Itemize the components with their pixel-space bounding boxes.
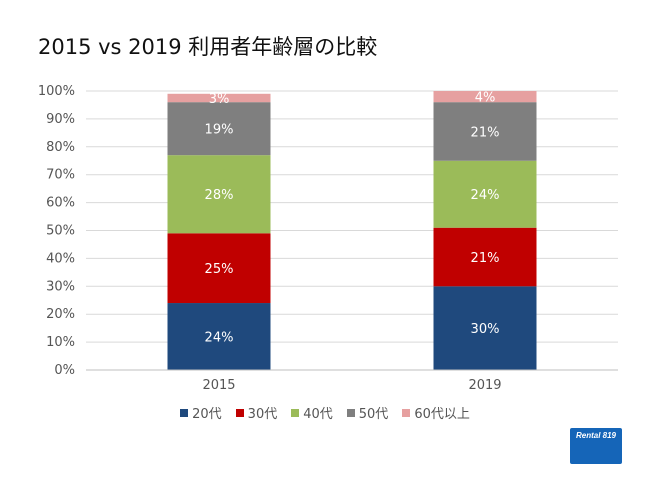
y-tick-label: 10% bbox=[46, 335, 75, 350]
y-tick-label: 20% bbox=[46, 307, 75, 322]
bar-segment bbox=[433, 227, 537, 287]
legend-item: 40代 bbox=[291, 403, 333, 422]
legend-swatch bbox=[235, 408, 244, 417]
y-tick-label: 40% bbox=[46, 251, 75, 266]
bar-segment bbox=[167, 93, 271, 103]
bar-segment bbox=[433, 91, 537, 103]
data-label: 28% bbox=[205, 188, 234, 203]
data-label: 19% bbox=[205, 123, 234, 138]
data-label: 4% bbox=[475, 91, 496, 106]
legend-item: 20代 bbox=[180, 403, 222, 422]
data-label: 21% bbox=[471, 125, 500, 140]
y-tick-label: 100% bbox=[38, 84, 75, 99]
bar-segment bbox=[167, 303, 271, 370]
bar-segment bbox=[167, 102, 271, 156]
bars bbox=[167, 91, 537, 370]
bar-segment bbox=[433, 286, 537, 370]
data-labels: 24% 25% 28% 19% 3% 30% 21% 24% 21% 4% bbox=[205, 91, 500, 346]
brand-logo-text: Rental 819 bbox=[575, 431, 617, 440]
data-label: 24% bbox=[471, 188, 500, 203]
y-tick-label: 30% bbox=[46, 279, 75, 294]
y-tick-label: 90% bbox=[46, 112, 75, 127]
data-label: 24% bbox=[205, 331, 234, 346]
gridlines bbox=[86, 90, 618, 371]
data-label: 25% bbox=[205, 262, 234, 277]
data-label: 30% bbox=[471, 322, 500, 337]
legend-swatch bbox=[291, 408, 300, 417]
legend-swatch bbox=[402, 408, 411, 417]
legend-label: 60代以上 bbox=[414, 407, 470, 422]
y-tick-label: 70% bbox=[46, 168, 75, 183]
axes: 0% 10% 20% 30% 40% 50% 60% 70% 80% 90% 100% 2015 201… bbox=[38, 84, 618, 393]
bar-segment bbox=[167, 155, 271, 234]
legend-label: 50代 bbox=[358, 407, 389, 422]
legend-swatch bbox=[180, 408, 189, 417]
x-category-label: 2019 bbox=[468, 378, 501, 393]
y-tick-label: 80% bbox=[46, 140, 75, 155]
legend: 20代 30代 40代 50代 60代以上 bbox=[0, 403, 650, 422]
brand-logo: Rental 819 bbox=[570, 428, 622, 464]
y-tick-label: 60% bbox=[46, 196, 75, 211]
legend-swatch bbox=[346, 408, 355, 417]
legend-item: 50代 bbox=[346, 403, 389, 422]
legend-label: 30代 bbox=[247, 407, 278, 422]
chart-title: 2015 vs 2019 利用者年齢層の比較 bbox=[38, 35, 378, 59]
data-label: 3% bbox=[209, 92, 230, 107]
data-label: 21% bbox=[471, 251, 500, 266]
bar-segment bbox=[433, 102, 537, 161]
y-tick-label: 50% bbox=[46, 224, 75, 239]
legend-item: 60代以上 bbox=[402, 403, 470, 422]
bar-segment bbox=[433, 160, 537, 228]
x-category-label: 2015 bbox=[202, 378, 235, 393]
legend-label: 20代 bbox=[192, 407, 222, 422]
y-tick-label: 0% bbox=[54, 363, 75, 378]
legend-label: 40代 bbox=[303, 407, 333, 422]
legend-item: 30代 bbox=[235, 403, 278, 422]
bar-segment bbox=[167, 233, 271, 304]
